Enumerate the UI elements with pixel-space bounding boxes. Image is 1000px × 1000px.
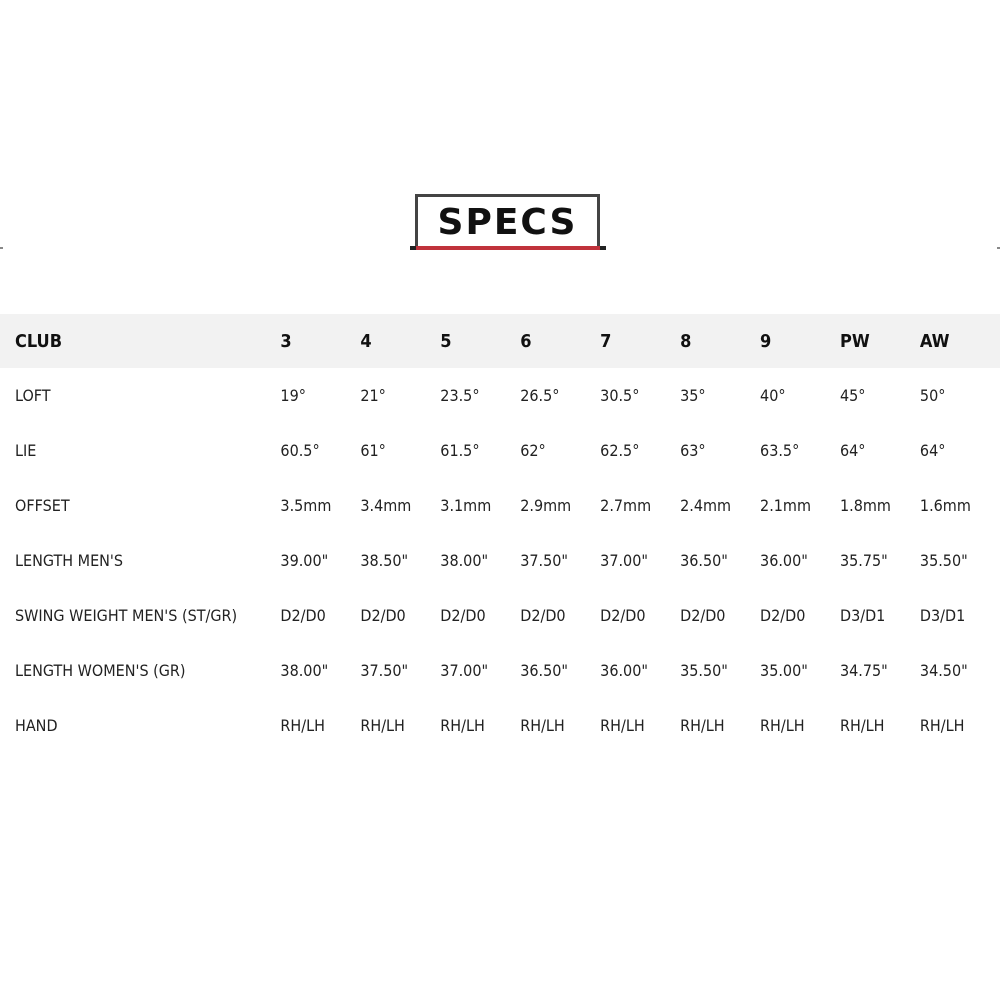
table-cell: RH/LH — [360, 716, 405, 735]
header-cell: 9 — [760, 330, 772, 352]
table-cell: 37.00" — [600, 551, 648, 570]
table-cell: 37.00" — [440, 661, 489, 680]
table-cell: 34.50" — [919, 661, 968, 680]
header-cell: 7 — [600, 330, 612, 352]
row-label: LIE — [15, 441, 37, 460]
table-cell: D3/D1 — [839, 606, 886, 625]
header-label: CLUB — [15, 330, 63, 352]
table-cell: D2/D0 — [360, 606, 406, 625]
table-cell: 35° — [680, 386, 706, 405]
table-cell: RH/LH — [280, 716, 325, 735]
specs-table: CLUB 3 4 5 6 7 8 9 PW AW LOFT 19° 21° 23.5° 26.5° 30.… — [0, 314, 1000, 753]
specs-title-box: SPECS — [415, 194, 600, 246]
page-title: SPECS — [437, 202, 578, 243]
table-cell: 2.7mm — [600, 496, 652, 515]
divider-tick-right — [997, 247, 1000, 249]
table-cell: 30.5° — [600, 386, 640, 405]
table-cell: 61.5° — [440, 441, 480, 460]
row-label: HAND — [15, 716, 58, 735]
table-cell: 64° — [919, 441, 946, 460]
table-cell: RH/LH — [680, 716, 725, 735]
table-cell: 63.5° — [760, 441, 800, 460]
table-cell: 38.00" — [440, 551, 489, 570]
table-row: HAND RH/LH RH/LH RH/LH RH/LH RH/LH RH/LH RH/LH R… — [0, 698, 1000, 753]
table-cell: 36.00" — [600, 661, 648, 680]
table-cell: D3/D1 — [919, 606, 966, 625]
header-cell: 8 — [680, 330, 692, 352]
table-header-row: CLUB 3 4 5 6 7 8 9 PW AW — [0, 314, 1000, 368]
table-cell: 1.6mm — [919, 496, 971, 515]
table-cell: 45° — [839, 386, 866, 405]
row-label: LENGTH MEN'S — [15, 551, 124, 570]
header-cell: AW — [919, 330, 950, 352]
table-cell: 38.50" — [360, 551, 409, 570]
table-cell: 1.8mm — [839, 496, 891, 515]
table-cell: 62.5° — [600, 441, 640, 460]
table-cell: 37.50" — [360, 661, 409, 680]
row-label: SWING WEIGHT MEN'S (ST/GR) — [15, 606, 238, 625]
table-cell: 21° — [360, 386, 386, 405]
table-row: LOFT 19° 21° 23.5° 26.5° 30.5° 35° 40° 45° 50° — [0, 368, 1000, 423]
table-cell: 23.5° — [440, 386, 480, 405]
header-cell: 5 — [440, 330, 452, 352]
header-cell: 3 — [280, 330, 292, 352]
table-cell: 61° — [360, 441, 386, 460]
table-cell: 35.75" — [839, 551, 888, 570]
table-cell: RH/LH — [520, 716, 565, 735]
table-cell: 2.9mm — [520, 496, 572, 515]
row-label: LOFT — [15, 386, 51, 405]
table-cell: RH/LH — [600, 716, 645, 735]
table-cell: 2.4mm — [680, 496, 732, 515]
table-cell: 19° — [280, 386, 306, 405]
table-cell: D2/D0 — [440, 606, 486, 625]
table-row: LENGTH WOMEN'S (GR) 38.00" 37.50" 37.00" 36.… — [0, 643, 1000, 698]
title-underline — [410, 246, 606, 250]
row-label: LENGTH WOMEN'S (GR) — [15, 661, 186, 680]
table-cell: D2/D0 — [600, 606, 646, 625]
table-row: LENGTH MEN'S 39.00" 38.50" 38.00" 37.50" 37.0… — [0, 533, 1000, 588]
table-cell: 38.00" — [280, 661, 329, 680]
table-cell: 3.1mm — [440, 496, 492, 515]
table-cell: RH/LH — [839, 716, 885, 735]
table-cell: D2/D0 — [280, 606, 326, 625]
header-cell: PW — [839, 330, 870, 352]
table-cell: 35.50" — [680, 661, 728, 680]
table-row: SWING WEIGHT MEN'S (ST/GR) D2/D0 D2/D0 D2/D… — [0, 588, 1000, 643]
table-row: OFFSET 3.5mm 3.4mm 3.1mm 2.9mm 2.7mm 2.4mm 2.1m… — [0, 478, 1000, 533]
table-cell: 36.50" — [680, 551, 728, 570]
table-cell: D2/D0 — [760, 606, 806, 625]
table-cell: 36.00" — [760, 551, 808, 570]
table-cell: 64° — [839, 441, 866, 460]
table-cell: 60.5° — [280, 441, 320, 460]
table-cell: 50° — [919, 386, 946, 405]
table-cell: 62° — [520, 441, 546, 460]
table-cell: RH/LH — [919, 716, 965, 735]
table-cell: D2/D0 — [680, 606, 726, 625]
divider-tick-left — [0, 247, 3, 249]
header-cell: 4 — [360, 330, 372, 352]
row-label: OFFSET — [15, 496, 70, 515]
header-cell: 6 — [520, 330, 532, 352]
table-cell: 37.50" — [520, 551, 569, 570]
table-cell: RH/LH — [760, 716, 805, 735]
table-row: LIE 60.5° 61° 61.5° 62° 62.5° 63° 63.5° 64° 64° — [0, 423, 1000, 478]
table-cell: 3.4mm — [360, 496, 412, 515]
table-cell: 63° — [680, 441, 706, 460]
table-cell: 3.5mm — [280, 496, 332, 515]
table-cell: 36.50" — [520, 661, 569, 680]
table-cell: 39.00" — [280, 551, 329, 570]
table-cell: 2.1mm — [760, 496, 811, 515]
table-cell: RH/LH — [440, 716, 485, 735]
table-cell: 40° — [760, 386, 786, 405]
table-cell: 34.75" — [839, 661, 888, 680]
table-cell: 26.5° — [520, 386, 560, 405]
table-cell: 35.00" — [760, 661, 808, 680]
table-cell: 35.50" — [919, 551, 968, 570]
table-cell: D2/D0 — [520, 606, 566, 625]
